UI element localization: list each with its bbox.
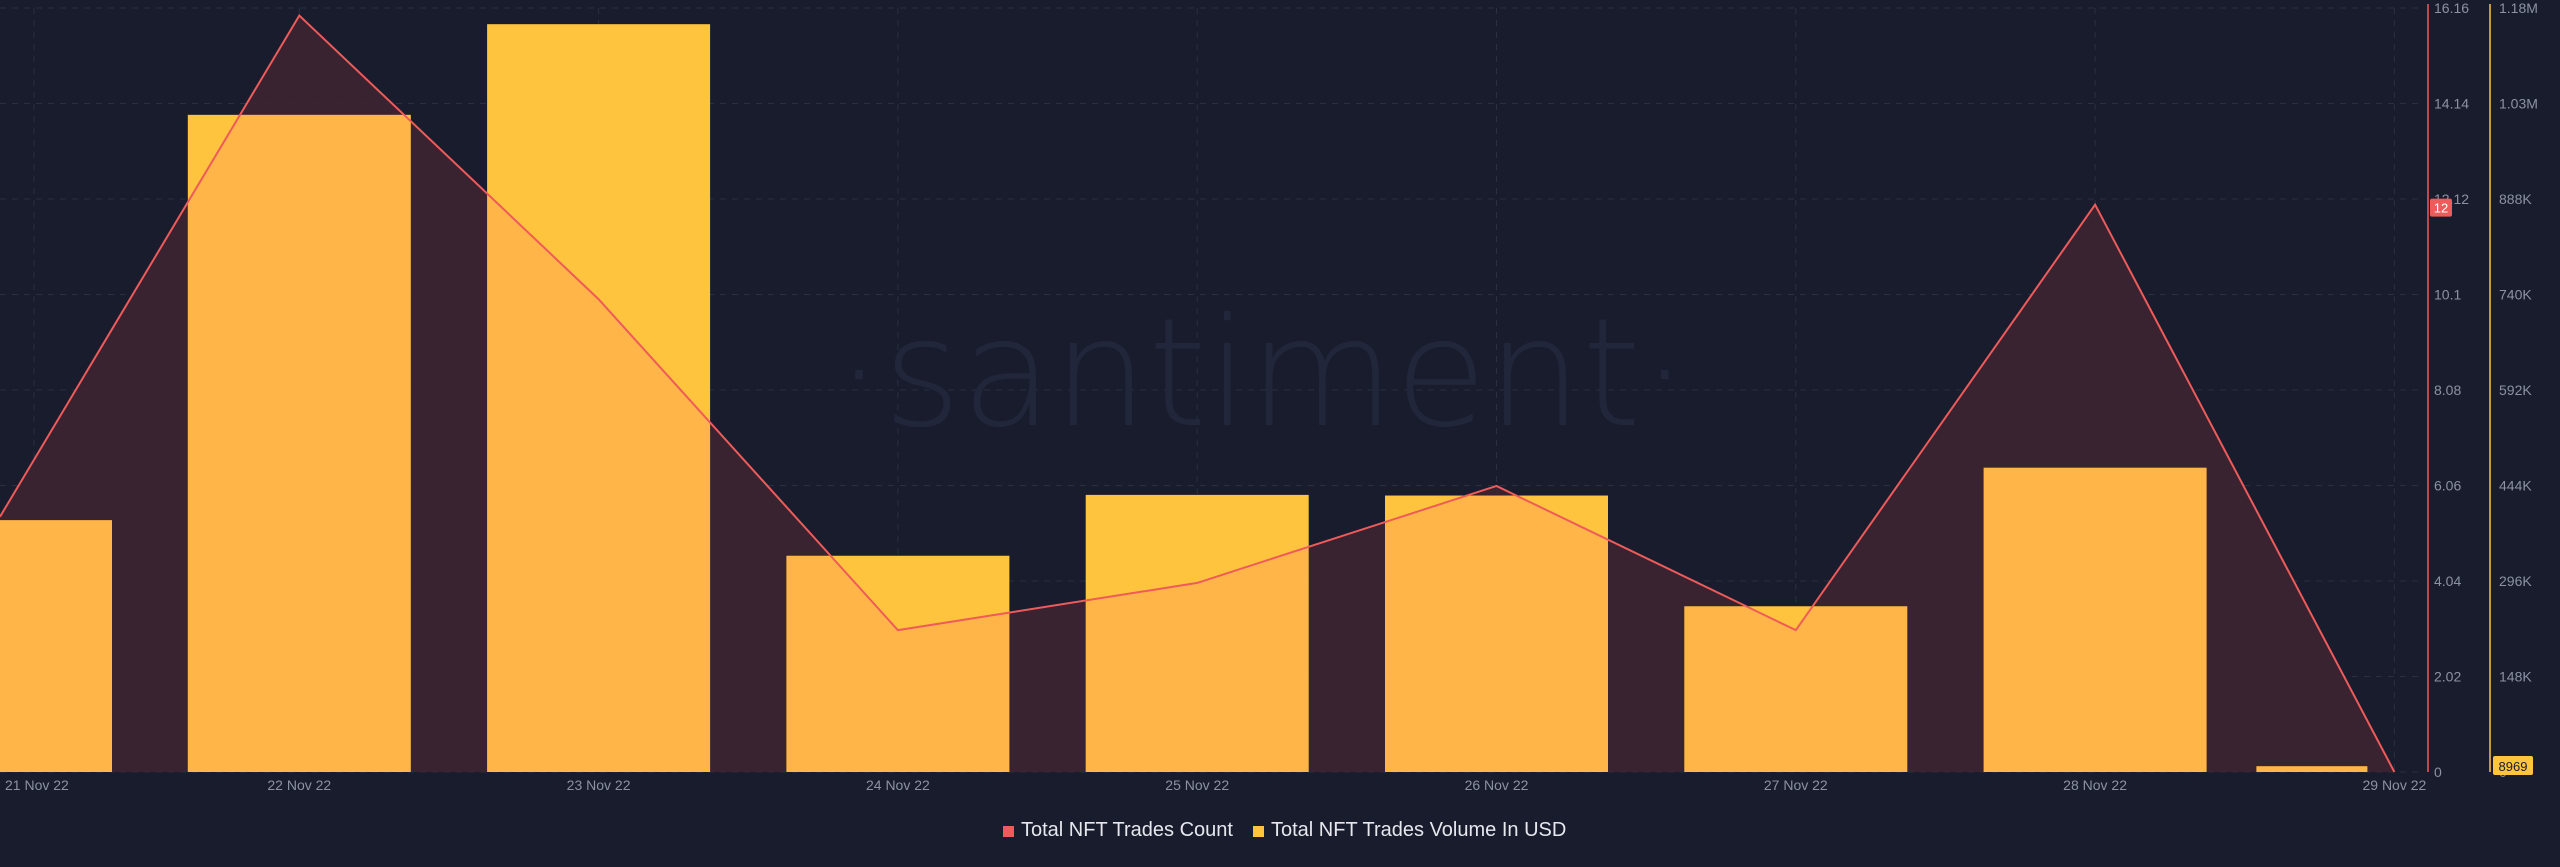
left-last-value-text: 12	[2434, 201, 2448, 216]
left-last-value-badge	[2430, 198, 2452, 217]
santiment-watermark: ·santiment·	[835, 287, 1688, 461]
left-tick-label: 4.04	[2434, 573, 2461, 589]
value-badges: 12 8969	[2430, 198, 2533, 775]
right-last-value-text: 8969	[2499, 759, 2528, 774]
legend[interactable]: Total NFT Trades Count Total NFT Trades V…	[1003, 819, 1566, 841]
legend-label-count[interactable]: Total NFT Trades Count	[1021, 819, 1233, 841]
x-tick-label: 22 Nov 22	[267, 777, 331, 793]
left-tick-label: 10.1	[2434, 287, 2461, 303]
right-tick-label: 1.03M	[2499, 96, 2538, 112]
volume-bar-overlap	[1684, 606, 1908, 772]
x-tick-label: 27 Nov 22	[1764, 777, 1828, 793]
left-tick-label: 0	[2434, 764, 2442, 780]
volume-bar-overlap	[1983, 467, 2207, 772]
right-last-value-badge	[2493, 756, 2533, 775]
right-tick-label: 296K	[2499, 573, 2532, 589]
right-tick-label: 888K	[2499, 191, 2532, 207]
volume-bar-overlap	[1385, 495, 1608, 772]
left-tick-label: 16.16	[2434, 0, 2469, 16]
x-tick-label: 29 Nov 22	[2362, 777, 2426, 793]
right-tick-label: 592K	[2499, 382, 2532, 398]
left-tick-label: 8.08	[2434, 382, 2461, 398]
right-tick-label: 148K	[2499, 669, 2532, 685]
volume-bar-overlap	[2256, 766, 2368, 772]
legend-swatch-count	[1003, 826, 1014, 837]
left-tick-label: 6.06	[2434, 478, 2461, 494]
left-tick-label: 14.14	[2434, 96, 2469, 112]
volume-bar-overlap	[187, 114, 411, 772]
volume-bar-overlap	[0, 520, 112, 772]
right-tick-label: 1.18M	[2499, 0, 2538, 16]
legend-label-volume[interactable]: Total NFT Trades Volume In USD	[1271, 819, 1566, 841]
right-tick-label: 444K	[2499, 478, 2532, 494]
left-tick-label: 2.02	[2434, 669, 2461, 685]
axes	[2427, 4, 2491, 772]
x-tick-label: 26 Nov 22	[1465, 777, 1529, 793]
x-tick-label: 23 Nov 22	[567, 777, 631, 793]
x-tick-label: 24 Nov 22	[866, 777, 930, 793]
x-tick-label: 25 Nov 22	[1165, 777, 1229, 793]
x-axis-ticks: 21 Nov 22 22 Nov 22 23 Nov 22 24 Nov 22 25 N…	[5, 777, 2427, 793]
x-tick-label: 21 Nov 22	[5, 777, 69, 793]
right-tick-label: 740K	[2499, 287, 2532, 303]
legend-swatch-volume	[1253, 826, 1264, 837]
x-tick-label: 28 Nov 22	[2063, 777, 2127, 793]
count-line	[0, 13, 2396, 773]
